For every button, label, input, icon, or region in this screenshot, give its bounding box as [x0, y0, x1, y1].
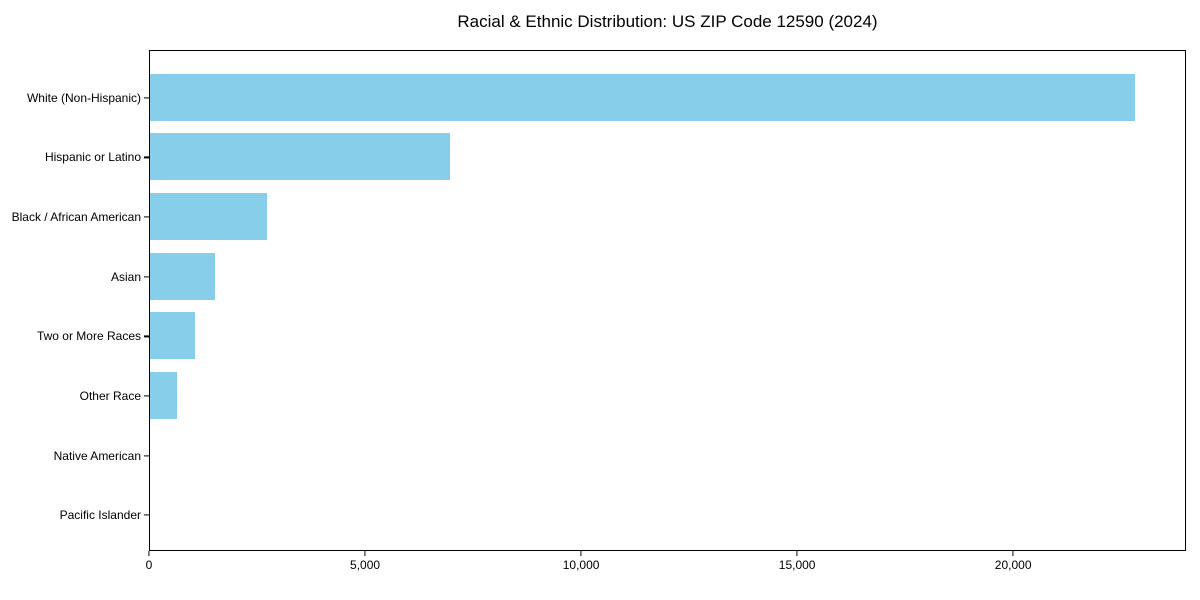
ytick-mark	[144, 395, 149, 397]
chart-title: Racial & Ethnic Distribution: US ZIP Cod…	[457, 12, 878, 31]
bar-other-race	[150, 372, 178, 419]
ytick-label-white-non-hispanic: White (Non-Hispanic)	[26, 90, 141, 105]
xtick-mark	[148, 551, 150, 556]
ytick-mark	[144, 156, 149, 159]
xtick-label-20000: 20,000	[994, 558, 1032, 572]
ytick-mark	[144, 216, 149, 218]
ytick-label-black-african-american: Black / African American	[11, 210, 141, 225]
plot-area	[149, 50, 1186, 551]
bar-black-african-american	[150, 193, 267, 241]
ytick-mark	[144, 335, 149, 337]
xtick-mark	[364, 551, 366, 556]
ytick-label-native-american: Native American	[53, 448, 141, 463]
xtick-mark	[1012, 551, 1014, 556]
bar-asian	[150, 252, 216, 300]
ytick-mark	[144, 514, 149, 516]
ytick-mark	[144, 455, 149, 457]
xtick-mark	[580, 551, 582, 556]
ytick-label-pacific-islander: Pacific Islander	[59, 508, 141, 523]
ytick-label-asian: Asian	[110, 269, 141, 284]
xtick-label-10000: 10,000	[562, 558, 600, 572]
xtick-mark	[796, 551, 798, 556]
ytick-label-hispanic-or-latino: Hispanic or Latino	[44, 150, 141, 165]
ytick-label-two-or-more-races: Two or More Races	[36, 329, 141, 344]
xtick-label-15000: 15,000	[778, 558, 816, 572]
xtick-label-0: 0	[145, 558, 153, 572]
ytick-mark	[144, 97, 149, 99]
bar-hispanic-or-latino	[150, 133, 450, 181]
ytick-label-other-race: Other Race	[79, 389, 141, 403]
bar-two-or-more-races	[150, 312, 196, 360]
ytick-mark	[144, 276, 149, 278]
xtick-label-5000: 5,000	[350, 558, 381, 572]
bar-white-non-hispanic	[150, 73, 1136, 121]
